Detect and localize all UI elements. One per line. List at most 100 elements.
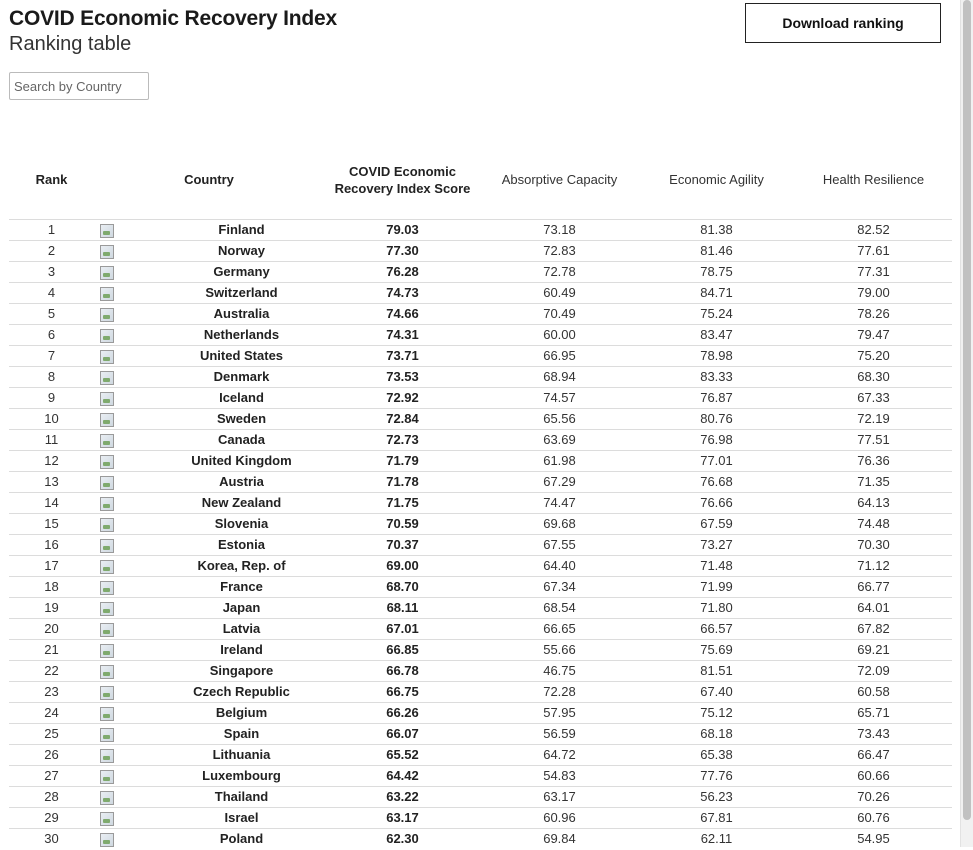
flag-cell: [94, 366, 159, 388]
index-score-cell: 70.59: [324, 513, 481, 535]
flag-icon: [100, 244, 114, 259]
flag-icon: [100, 832, 114, 847]
table-row: 11 Canada 72.73 63.69 76.98 77.51: [9, 429, 952, 451]
absorptive-capacity-cell: 63.17: [481, 786, 638, 808]
rank-cell: 16: [9, 534, 94, 556]
index-score-cell: 79.03: [324, 219, 481, 241]
column-header-index-score[interactable]: COVID Economic Recovery Index Score: [334, 163, 471, 196]
health-resilience-cell: 74.48: [795, 513, 952, 535]
absorptive-capacity-cell: 68.94: [481, 366, 638, 388]
flag-icon: [100, 622, 114, 637]
search-input[interactable]: [9, 72, 149, 100]
index-score-cell: 73.71: [324, 345, 481, 367]
country-cell: Austria: [159, 471, 324, 493]
table-row: 27 Luxembourg 64.42 54.83 77.76 60.66: [9, 765, 952, 787]
health-resilience-cell: 66.47: [795, 744, 952, 766]
absorptive-capacity-cell: 72.78: [481, 261, 638, 283]
index-score-cell: 62.30: [324, 828, 481, 850]
flag-cell: [94, 450, 159, 472]
vertical-scrollbar[interactable]: [960, 0, 973, 847]
table-row: 26 Lithuania 65.52 64.72 65.38 66.47: [9, 744, 952, 766]
country-cell: Thailand: [159, 786, 324, 808]
download-ranking-button[interactable]: Download ranking: [745, 3, 941, 43]
rank-cell: 17: [9, 555, 94, 577]
rank-cell: 25: [9, 723, 94, 745]
column-header-country[interactable]: Country: [184, 172, 234, 187]
health-resilience-cell: 71.12: [795, 555, 952, 577]
health-resilience-cell: 64.01: [795, 597, 952, 619]
country-cell: Belgium: [159, 702, 324, 724]
index-score-cell: 63.22: [324, 786, 481, 808]
index-score-cell: 66.26: [324, 702, 481, 724]
absorptive-capacity-cell: 69.68: [481, 513, 638, 535]
economic-agility-cell: 71.48: [638, 555, 795, 577]
economic-agility-cell: 62.11: [638, 828, 795, 850]
country-cell: Latvia: [159, 618, 324, 640]
column-header-economic-agility[interactable]: Economic Agility: [669, 172, 764, 187]
rank-cell: 3: [9, 261, 94, 283]
flag-cell: [94, 807, 159, 829]
country-cell: Luxembourg: [159, 765, 324, 787]
health-resilience-cell: 60.76: [795, 807, 952, 829]
health-resilience-cell: 70.26: [795, 786, 952, 808]
absorptive-capacity-cell: 67.29: [481, 471, 638, 493]
absorptive-capacity-cell: 65.56: [481, 408, 638, 430]
economic-agility-cell: 77.01: [638, 450, 795, 472]
economic-agility-cell: 71.80: [638, 597, 795, 619]
absorptive-capacity-cell: 64.72: [481, 744, 638, 766]
flag-icon: [100, 454, 114, 469]
table-row: 25 Spain 66.07 56.59 68.18 73.43: [9, 723, 952, 745]
index-score-cell: 71.78: [324, 471, 481, 493]
health-resilience-cell: 77.51: [795, 429, 952, 451]
table-row: 18 France 68.70 67.34 71.99 66.77: [9, 576, 952, 598]
table-row: 8 Denmark 73.53 68.94 83.33 68.30: [9, 366, 952, 388]
absorptive-capacity-cell: 60.49: [481, 282, 638, 304]
country-cell: Poland: [159, 828, 324, 850]
flag-icon: [100, 811, 114, 826]
table-row: 19 Japan 68.11 68.54 71.80 64.01: [9, 597, 952, 619]
economic-agility-cell: 75.12: [638, 702, 795, 724]
flag-cell: [94, 261, 159, 283]
table-header: Rank Country COVID Economic Recovery Ind…: [9, 140, 952, 220]
economic-agility-cell: 71.99: [638, 576, 795, 598]
country-cell: Korea, Rep. of: [159, 555, 324, 577]
table-row: 17 Korea, Rep. of 69.00 64.40 71.48 71.12: [9, 555, 952, 577]
column-header-health-resilience[interactable]: Health Resilience: [822, 172, 925, 187]
rank-cell: 18: [9, 576, 94, 598]
flag-icon: [100, 307, 114, 322]
index-score-cell: 70.37: [324, 534, 481, 556]
ranking-table: Rank Country COVID Economic Recovery Ind…: [9, 140, 952, 850]
health-resilience-cell: 66.77: [795, 576, 952, 598]
rank-cell: 30: [9, 828, 94, 850]
flag-cell: [94, 513, 159, 535]
rank-cell: 27: [9, 765, 94, 787]
absorptive-capacity-cell: 60.00: [481, 324, 638, 346]
flag-cell: [94, 828, 159, 850]
table-row: 13 Austria 71.78 67.29 76.68 71.35: [9, 471, 952, 493]
health-resilience-cell: 77.31: [795, 261, 952, 283]
absorptive-capacity-cell: 74.57: [481, 387, 638, 409]
rank-cell: 21: [9, 639, 94, 661]
absorptive-capacity-cell: 67.34: [481, 576, 638, 598]
column-header-rank[interactable]: Rank: [35, 172, 68, 187]
economic-agility-cell: 56.23: [638, 786, 795, 808]
table-row: 24 Belgium 66.26 57.95 75.12 65.71: [9, 702, 952, 724]
flag-cell: [94, 534, 159, 556]
flag-icon: [100, 412, 114, 427]
column-header-absorptive-capacity[interactable]: Absorptive Capacity: [501, 172, 618, 187]
flag-icon: [100, 769, 114, 784]
health-resilience-cell: 54.95: [795, 828, 952, 850]
economic-agility-cell: 83.47: [638, 324, 795, 346]
flag-cell: [94, 744, 159, 766]
flag-cell: [94, 492, 159, 514]
table-row: 29 Israel 63.17 60.96 67.81 60.76: [9, 807, 952, 829]
health-resilience-cell: 78.26: [795, 303, 952, 325]
economic-agility-cell: 84.71: [638, 282, 795, 304]
economic-agility-cell: 66.57: [638, 618, 795, 640]
country-cell: New Zealand: [159, 492, 324, 514]
country-cell: Israel: [159, 807, 324, 829]
economic-agility-cell: 83.33: [638, 366, 795, 388]
health-resilience-cell: 67.82: [795, 618, 952, 640]
country-cell: Australia: [159, 303, 324, 325]
scrollbar-thumb[interactable]: [963, 0, 971, 820]
